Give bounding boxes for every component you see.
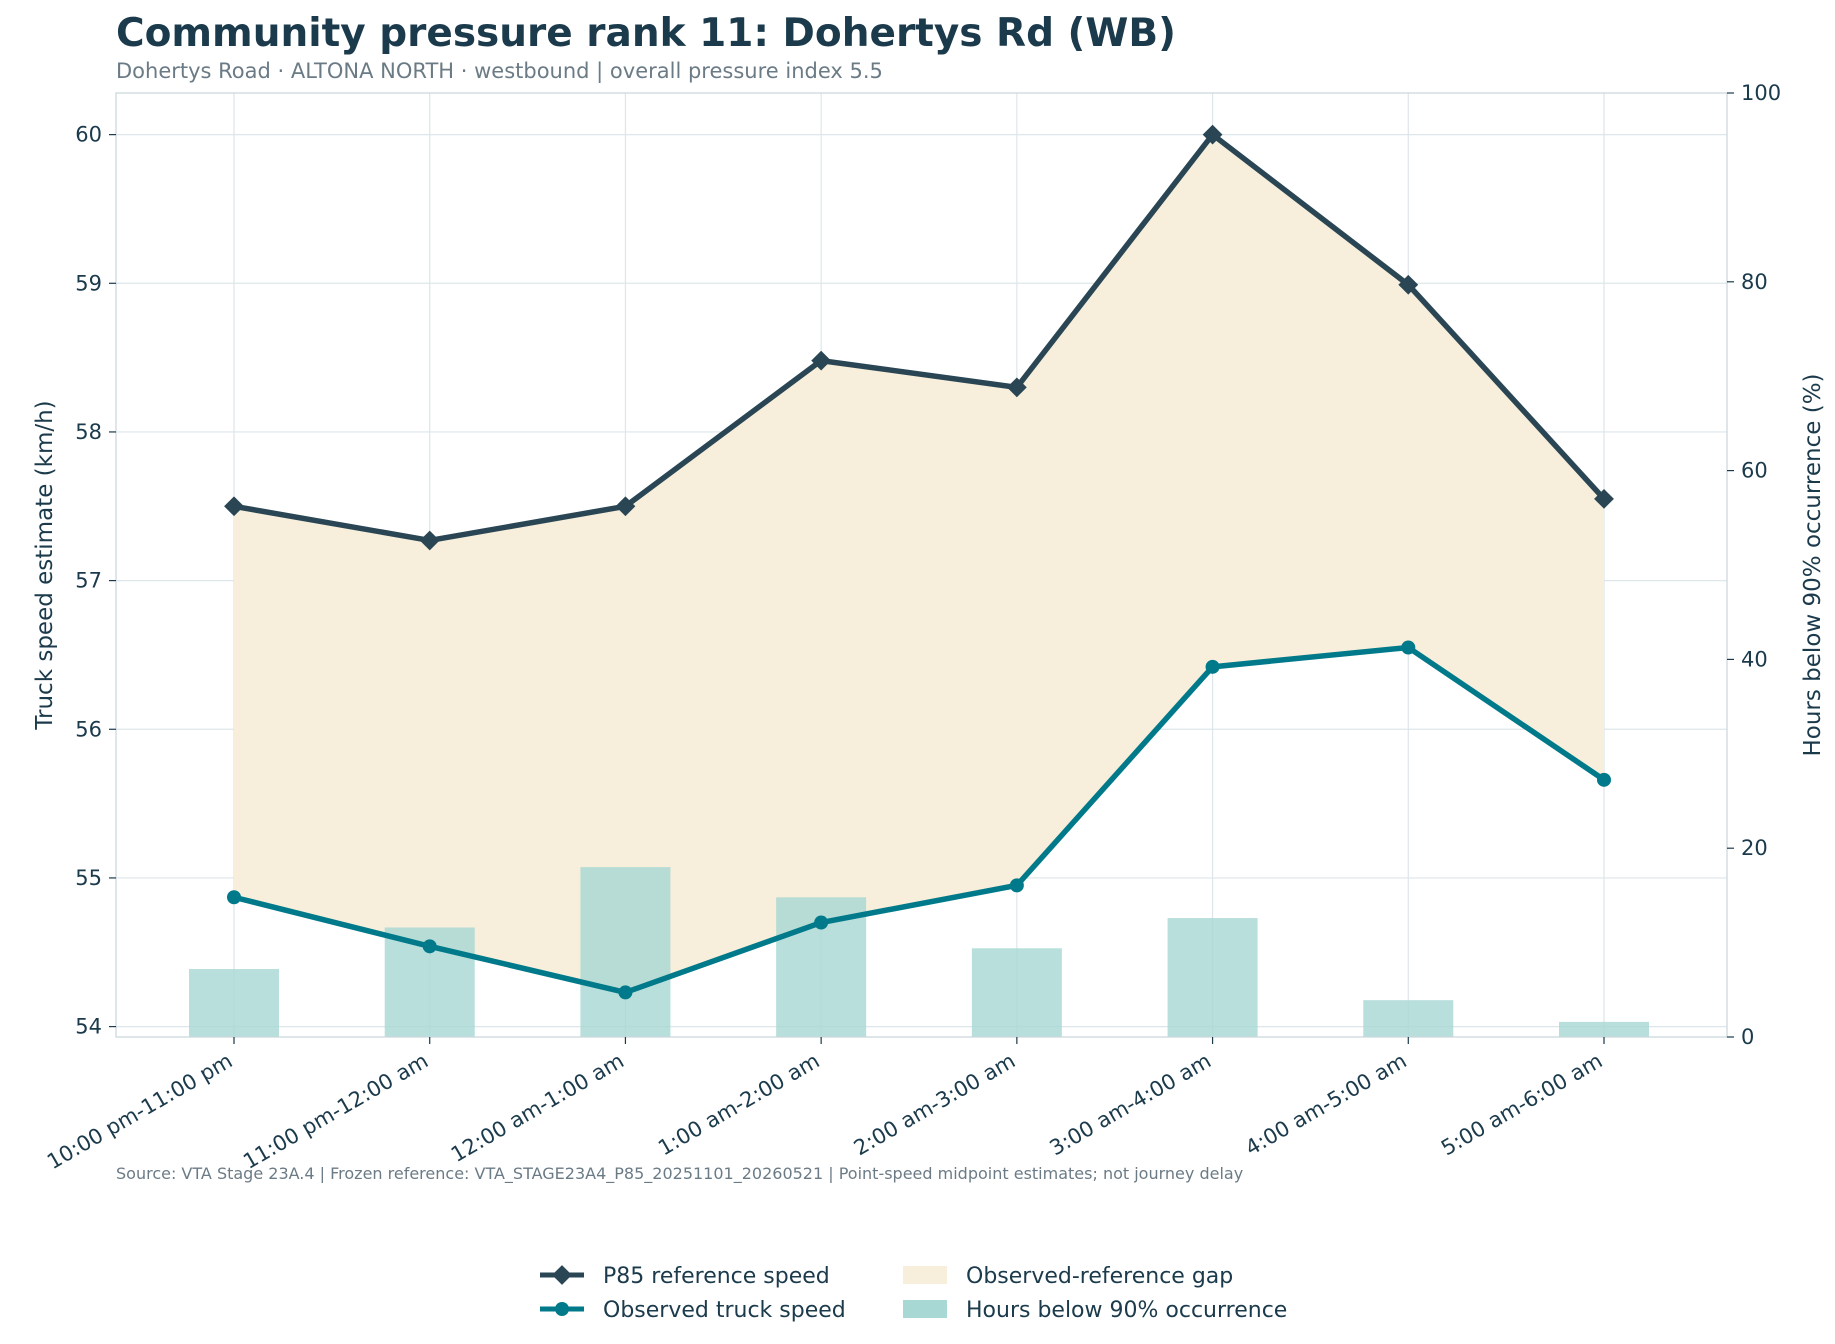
gap-area	[234, 134, 1604, 993]
reference-point	[224, 496, 244, 517]
legend-reference-marker	[552, 1265, 572, 1285]
x-tick-label: 3:00 am-4:00 am	[1046, 1049, 1216, 1161]
observed-point	[618, 985, 633, 1000]
legend-gap-label: Observed-reference gap	[966, 1264, 1233, 1289]
y-tick-label: 59	[75, 271, 102, 295]
y2-tick-label: 40	[1741, 647, 1768, 671]
y2-axis-label: Hours below 90% occurrence (%)	[1800, 373, 1826, 756]
bar	[1167, 918, 1258, 1037]
legend-observed-marker	[555, 1302, 569, 1316]
observed-point	[422, 939, 437, 954]
x-tick-label: 1:00 am-2:00 am	[654, 1049, 824, 1161]
x-tick-label: 11:00 pm-12:00 am	[239, 1049, 432, 1174]
reference-point	[1006, 377, 1027, 398]
reference-point	[419, 530, 440, 551]
y-tick-label: 56	[75, 717, 102, 741]
y2-tick-label: 60	[1741, 459, 1768, 483]
legend-reference-label: P85 reference speed	[603, 1264, 830, 1289]
reference-point	[615, 496, 636, 517]
observed-point	[1009, 878, 1024, 893]
x-tick-label: 4:00 am-5:00 am	[1241, 1049, 1411, 1161]
legend-observed-label: Observed truck speed	[603, 1298, 846, 1323]
source-note: Source: VTA Stage 23A.4 | Frozen referen…	[116, 1164, 1243, 1184]
bar-series	[189, 867, 1649, 1037]
y-tick-label: 55	[75, 866, 102, 890]
y-tick-label: 58	[75, 420, 102, 444]
observed-point	[814, 915, 829, 930]
line-series	[224, 124, 1614, 1000]
y-tick-label: 54	[75, 1015, 102, 1039]
y-axis-label: Truck speed estimate (km/h)	[32, 400, 58, 730]
bar	[1363, 1000, 1454, 1037]
chart-title: Community pressure rank 11: Dohertys Rd …	[116, 11, 1176, 56]
legend-bar-label: Hours below 90% occurrence	[966, 1298, 1287, 1323]
observed-point	[1401, 640, 1416, 655]
bar	[580, 867, 671, 1037]
reference-point	[1398, 274, 1419, 295]
y-tick-label: 57	[75, 569, 102, 593]
legend: P85 reference speed Observed truck speed…	[540, 1264, 1287, 1323]
bar	[1559, 1021, 1649, 1037]
reference-point	[811, 350, 832, 371]
bar	[189, 969, 279, 1037]
gap-fill-area	[234, 134, 1604, 993]
legend-gap-swatch	[903, 1266, 947, 1284]
observed-point	[1205, 659, 1220, 674]
legend-bar-swatch	[903, 1300, 947, 1318]
y-tick-label: 60	[75, 123, 102, 147]
x-tick-label: 2:00 am-3:00 am	[850, 1049, 1020, 1161]
observed-point	[227, 890, 241, 905]
plot-frame	[115, 92, 1728, 1038]
observed-line	[233, 644, 1606, 996]
y2-tick-label: 80	[1741, 270, 1768, 294]
reference-point	[1202, 124, 1223, 145]
x-tick-label: 10:00 pm-11:00 pm	[43, 1049, 236, 1175]
x-tick-label: 5:00 am-6:00 am	[1437, 1049, 1607, 1161]
chart-subtitle: Dohertys Road · ALTONA NORTH · westbound…	[116, 59, 883, 84]
reference-point	[1594, 488, 1614, 509]
x-tick-label: 12:00 am-1:00 am	[447, 1049, 628, 1167]
y2-tick-label: 0	[1741, 1025, 1754, 1049]
bar	[971, 948, 1062, 1037]
reference-line	[233, 131, 1607, 544]
observed-point	[1597, 772, 1611, 787]
y2-tick-label: 100	[1741, 81, 1781, 105]
y2-tick-label: 20	[1741, 836, 1768, 860]
